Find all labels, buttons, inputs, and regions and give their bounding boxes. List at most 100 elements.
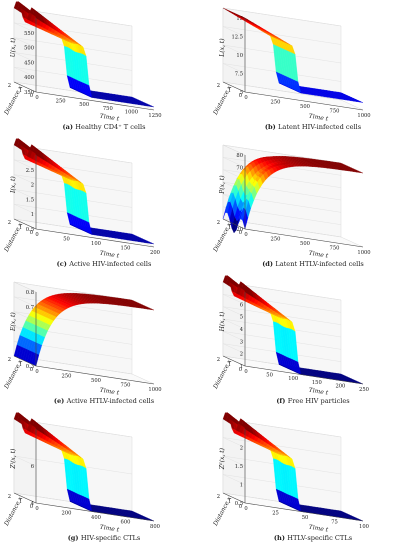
z-gridline (222, 318, 342, 338)
x-axis-label: Distance x (212, 495, 234, 528)
x-axis-label: Distance x (212, 221, 234, 254)
x-tick-label: 2 (217, 83, 220, 89)
surface-patch (357, 100, 364, 103)
z-gridline (13, 37, 133, 56)
surface (13, 412, 155, 522)
x-axis-label: Distance x (212, 84, 234, 117)
z-tick-label: 1 (240, 483, 243, 489)
x-tick-label: 0 (239, 93, 242, 99)
x-axis (222, 355, 246, 367)
panel-caption-text: Active HTLV-infected cells (66, 397, 155, 405)
surface (222, 412, 364, 522)
panel-caption-text: Healthy CD4⁺ T cells (75, 123, 146, 131)
panel-caption: (h) HTLV-specific CTLs (274, 534, 353, 542)
z-gridline (222, 294, 342, 313)
x-axis-label: Distance x (3, 84, 25, 117)
panel-caption-letter: (c) (57, 260, 70, 268)
z-tick-label: 2 (240, 446, 243, 452)
z-gridline (13, 174, 133, 193)
x-tick-label: 0 (30, 367, 33, 373)
surface (13, 138, 155, 245)
z-tick-label: 4 (31, 501, 35, 507)
t-axis (244, 91, 364, 111)
t-tick-label: 750 (330, 246, 340, 252)
x-tick-label: 1 (19, 362, 22, 368)
x-tick-label: 1 (19, 499, 22, 505)
t-tick-label: 250 (359, 387, 369, 393)
t-tick-label: 100 (91, 241, 101, 247)
panel-caption-text: HTLV-specific CTLs (287, 534, 352, 542)
z-gridline (222, 144, 342, 164)
t-axis (244, 365, 364, 385)
t-tick-label: 0 (35, 506, 38, 512)
z-axis-label: E(x, t) (10, 312, 17, 332)
z-tick-label: 20 (236, 227, 243, 233)
t-axis-label: Time t (308, 250, 329, 260)
z-gridline (222, 157, 342, 176)
t-tick-label: 150 (121, 246, 131, 252)
t-axis (35, 365, 155, 385)
t-tick-label: 250 (56, 99, 66, 105)
t-axis (244, 228, 364, 248)
t-axis (35, 91, 155, 111)
panel-a: 350400450500550600025050075010001250012T… (3, 1, 162, 131)
t-tick-label: 0 (244, 232, 247, 238)
z-tick-label: 6 (240, 302, 243, 308)
z-tick-label: 5 (240, 90, 243, 96)
panel-caption-letter: (g) (68, 534, 81, 542)
z-tick-label: 5 (240, 315, 243, 321)
t-tick-label: 0 (35, 95, 38, 101)
t-tick-label: 50 (63, 237, 70, 243)
t-tick-label: 1000 (148, 387, 161, 393)
panel-caption-letter: (e) (54, 397, 67, 405)
z-tick-label: 7.5 (235, 72, 243, 78)
z-tick-label: 1.5 (235, 464, 243, 470)
t-tick-label: 200 (62, 511, 72, 517)
z-tick-label: 350 (24, 90, 34, 96)
panel-caption: (d) Latent HTLV-infected cells (262, 260, 364, 268)
z-tick-label: 550 (24, 31, 34, 37)
x-axis (13, 218, 37, 230)
panel-f: 1234567050100150200250012Time tDistance … (212, 275, 369, 405)
z-tick-label: 0.5 (235, 501, 243, 507)
z-gridline (222, 63, 342, 82)
t-tick-label: 500 (91, 378, 101, 384)
x-tick-label: 1 (228, 362, 231, 368)
z-gridline (222, 343, 342, 362)
t-axis-label: Time t (99, 250, 120, 260)
z-gridline (222, 169, 342, 188)
z-gridline (13, 159, 133, 178)
t-tick-label: 250 (271, 100, 281, 106)
x-axis-label: Distance x (212, 358, 234, 391)
t-tick-label: 200 (150, 250, 160, 256)
t-tick-label: 1000 (357, 250, 370, 256)
z-gridline (13, 67, 133, 86)
z-axis-label: Zᴱ(x, t) (219, 447, 226, 470)
t-axis-label: Time t (99, 524, 120, 534)
x-axis-label: Distance x (3, 221, 25, 254)
t-axis (244, 502, 364, 522)
surface (13, 1, 155, 108)
surface (13, 293, 155, 367)
z-gridline (222, 331, 342, 350)
z-tick-label: 2 (240, 352, 243, 358)
z-gridline (13, 52, 133, 71)
z-gridline (13, 22, 133, 41)
z-gridline (222, 44, 342, 64)
z-gridline (222, 306, 342, 325)
panel-caption: (f) Free HIV particles (276, 397, 350, 405)
x-axis-label: Distance x (3, 358, 25, 391)
panel-caption-letter: (b) (265, 123, 278, 131)
panel-c: 0.511.522.53050100150200012Time tDistanc… (3, 138, 160, 268)
t-tick-label: 150 (312, 380, 322, 386)
z-gridline (222, 437, 342, 456)
t-tick-label: 400 (91, 515, 101, 521)
x-tick-label: 1 (19, 225, 22, 231)
t-tick-label: 1000 (125, 109, 138, 115)
t-tick-label: 0 (244, 95, 247, 101)
z-tick-label: 0.7 (26, 305, 34, 311)
t-axis-label: Time t (308, 387, 329, 397)
z-tick-label: 0.3 (26, 364, 34, 370)
t-tick-label: 800 (150, 524, 160, 530)
z-axis-label: I(x, t) (10, 176, 17, 194)
